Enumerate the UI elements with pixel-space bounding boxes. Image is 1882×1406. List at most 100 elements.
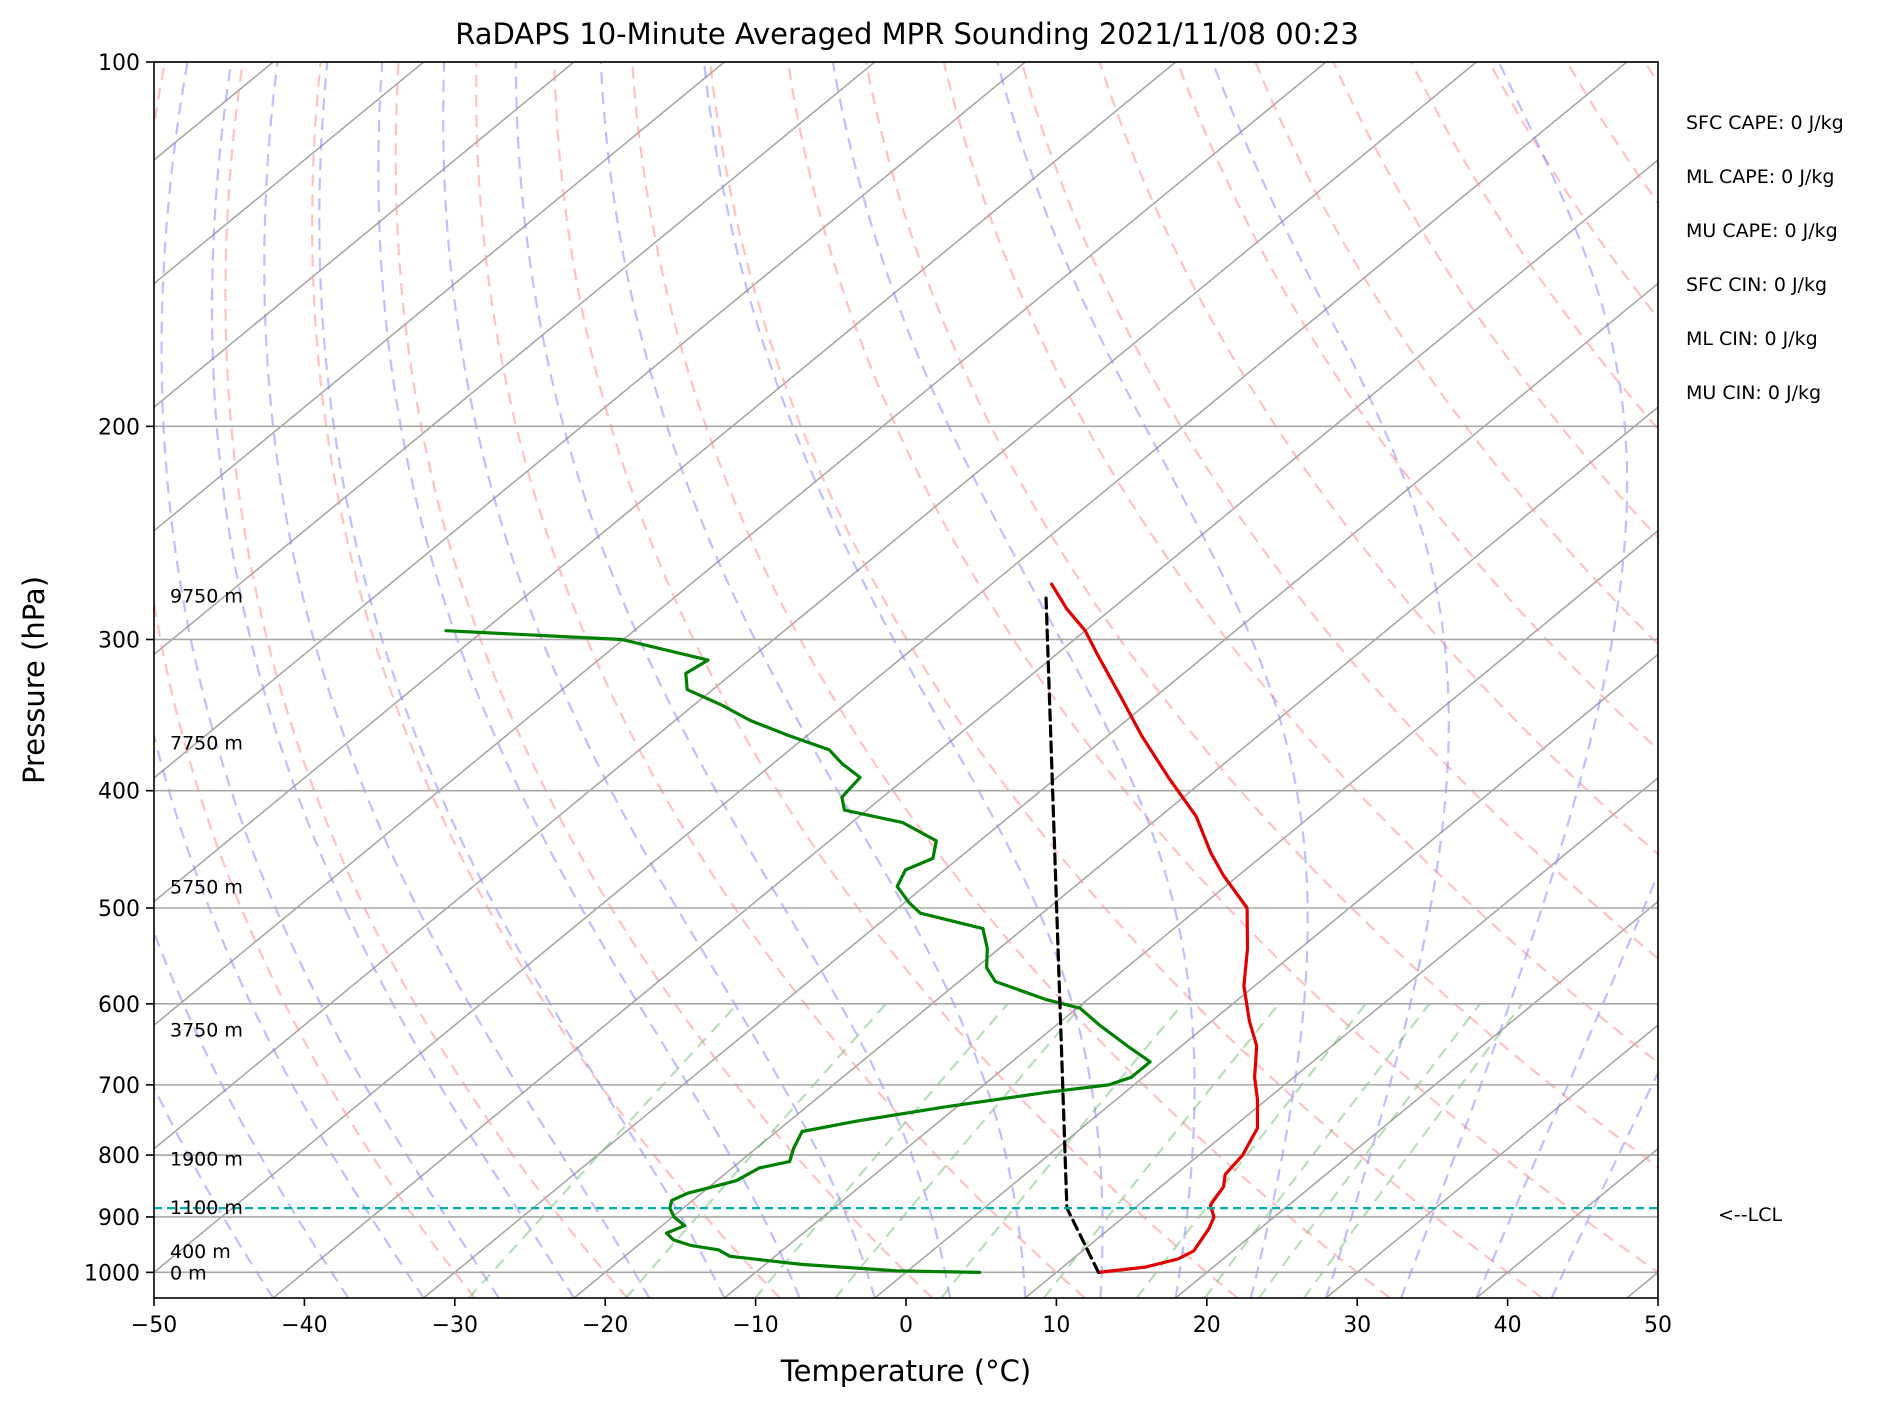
moist-adiabat <box>377 62 801 1298</box>
y-tick-label: 900 <box>98 1206 140 1231</box>
chart-title: RaDAPS 10-Minute Averaged MPR Sounding 2… <box>455 17 1359 51</box>
height-label: 9750 m <box>170 586 243 608</box>
moist-adiabat <box>1400 62 1629 1298</box>
x-tick-label: 10 <box>1042 1313 1070 1338</box>
dry-adiabat <box>1020 62 1658 960</box>
x-tick-label: −50 <box>131 1313 177 1338</box>
isotherm-line <box>874 653 1658 1298</box>
y-tick-label: 700 <box>98 1074 140 1099</box>
dry-adiabat <box>1879 62 1882 1298</box>
mixing-ratio-line <box>834 1003 1085 1298</box>
dry-adiabat <box>311 62 781 1298</box>
moist-adiabat <box>442 62 876 1298</box>
height-label: 0 m <box>170 1262 207 1284</box>
temperature-profile <box>1049 582 1260 1275</box>
dry-adiabat <box>786 62 1658 1274</box>
dry-adiabat <box>709 62 1544 1298</box>
y-tick-label: 200 <box>98 415 140 440</box>
y-tick-label: 500 <box>98 897 140 922</box>
moist-adiabat <box>154 731 425 1298</box>
isotherm-line <box>154 62 1327 1027</box>
isotherm-line <box>154 62 425 285</box>
dry-adiabat <box>553 62 1239 1298</box>
lcl-layer: <--LCL <box>154 1204 1782 1226</box>
dry-adiabat <box>1566 62 1658 205</box>
x-tick-label: 20 <box>1193 1313 1221 1338</box>
y-tick-label: 800 <box>98 1144 140 1169</box>
y-tick-label: 600 <box>98 993 140 1018</box>
moist-adiabat <box>599 62 1027 1298</box>
isotherm-line <box>423 282 1658 1298</box>
dry-adiabat <box>864 62 1658 1169</box>
lcl-label: <--LCL <box>1718 1204 1782 1226</box>
dry-adiabat <box>1098 62 1658 856</box>
isotherm-line <box>1777 62 1882 1298</box>
index-label: SFC CAPE: 0 J/kg <box>1686 112 1844 134</box>
moist-adiabat <box>154 929 350 1298</box>
y-axis: 100 200 300 400 500 600 700 800 900 1000 <box>84 51 154 1286</box>
dry-adiabat <box>631 62 1391 1298</box>
isotherm-line <box>154 62 1477 1150</box>
series-layer <box>444 582 1260 1275</box>
index-label: ML CIN: 0 J/kg <box>1686 328 1818 350</box>
y-axis-label: Pressure (hPa) <box>17 576 51 784</box>
dry-adiabat <box>475 62 1086 1298</box>
isotherm-line <box>154 62 1177 903</box>
x-tick-label: −20 <box>582 1313 628 1338</box>
isotherm-line <box>272 158 1658 1298</box>
dry-adiabat <box>1332 62 1658 540</box>
moist-adiabat <box>1211 62 1450 1298</box>
dry-adiabat <box>224 62 629 1298</box>
mixing-ratio-line <box>467 1003 739 1298</box>
x-tick-label: −10 <box>732 1313 778 1338</box>
index-label: SFC CIN: 0 J/kg <box>1686 274 1827 296</box>
height-label: 7750 m <box>170 733 243 755</box>
mixing-ratio-line <box>625 1003 887 1298</box>
isotherm-line <box>1626 1271 1658 1298</box>
y-tick-label: 300 <box>98 628 140 653</box>
dry-adiabat <box>394 62 934 1298</box>
x-tick-label: 30 <box>1343 1313 1371 1338</box>
height-label: 5750 m <box>170 877 243 899</box>
isotherm-line <box>154 62 876 656</box>
y-tick-label: 1000 <box>84 1261 140 1286</box>
index-labels: SFC CAPE: 0 J/kg ML CAPE: 0 J/kg MU CAPE: … <box>1686 112 1844 404</box>
x-axis: −50 −40 −30 −20 −10 0 10 20 30 40 50 <box>131 1298 1672 1338</box>
dry-adiabat <box>1410 62 1658 431</box>
x-tick-label: 40 <box>1494 1313 1522 1338</box>
isotherm-line <box>154 62 725 532</box>
index-label: ML CAPE: 0 J/kg <box>1686 166 1834 188</box>
isotherm-line <box>1024 776 1658 1298</box>
height-label: 3750 m <box>170 1019 243 1041</box>
mixing-ratio-line <box>1303 1003 1523 1298</box>
background-lines <box>154 62 1882 1298</box>
moist-adiabat <box>263 62 651 1298</box>
dry-adiabat <box>1254 62 1658 646</box>
mixing-ratio-line <box>1203 1003 1431 1298</box>
x-tick-label: 0 <box>899 1313 913 1338</box>
moist-adiabat <box>702 62 1104 1298</box>
dry-adiabat <box>1176 62 1658 752</box>
isotherm-line <box>1325 1024 1658 1298</box>
moist-adiabat <box>831 62 1196 1298</box>
dewpoint-profile <box>444 629 1152 1275</box>
moist-adiabat <box>210 62 575 1298</box>
mixing-ratio-line <box>940 1003 1184 1298</box>
moist-adiabat <box>1475 871 1658 1298</box>
x-tick-label: −40 <box>281 1313 327 1338</box>
isotherm-line <box>573 406 1658 1298</box>
dry-adiabat <box>1488 62 1658 320</box>
x-tick-label: 50 <box>1644 1313 1672 1338</box>
moist-adiabat <box>318 62 726 1298</box>
mixing-ratio-line <box>1043 1003 1280 1298</box>
dry-adiabat <box>942 62 1658 1065</box>
moist-adiabat <box>1550 1070 1658 1298</box>
index-label: MU CAPE: 0 J/kg <box>1686 220 1838 242</box>
moist-adiabat <box>160 62 500 1298</box>
isotherm-line <box>154 62 575 409</box>
y-tick-label: 400 <box>98 780 140 805</box>
x-axis-label: Temperature (°C) <box>780 1354 1031 1388</box>
isotherm-line <box>154 62 1628 1274</box>
